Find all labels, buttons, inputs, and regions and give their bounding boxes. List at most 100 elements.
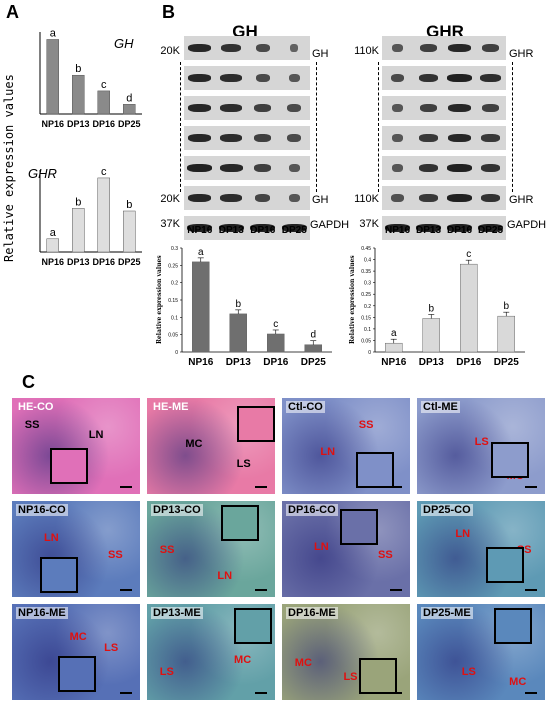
blot-band: [482, 44, 499, 52]
blot-band: [188, 104, 212, 112]
x-tick-label: NP16: [41, 257, 64, 267]
region-label: LN: [217, 570, 233, 583]
region-label: SS: [358, 419, 374, 432]
blot-band: [254, 104, 272, 112]
blot-ghr-ref-mw: 37K: [359, 218, 379, 230]
scale-bar: [525, 486, 537, 488]
bar: [97, 90, 110, 115]
bar: [192, 261, 210, 353]
x-tick-label: DP25: [118, 257, 141, 267]
scale-bar: [120, 589, 132, 591]
magnified-inset: [50, 447, 89, 484]
blot-band: [188, 194, 212, 202]
blot-strip: [382, 156, 506, 180]
significance-letter: c: [101, 166, 107, 178]
blot-ghr: GHR 110K GHR 110K GHR 37K GAPDH: [345, 18, 546, 243]
blot-band: [221, 44, 242, 52]
tile-label: DP13-CO: [151, 504, 203, 516]
scale-bar: [255, 692, 267, 694]
histology-tile: DP25-CO LN SS: [417, 501, 545, 597]
blot-band: [254, 164, 272, 172]
magnified-inset: [493, 607, 532, 644]
histology-tile: NP16-CO LN SS: [12, 501, 140, 597]
x-tick-label: DP25: [494, 357, 519, 368]
magnified-inset: [221, 504, 260, 541]
chart-ghr-relative: a NP16 b DP13 c DP16 b DP25 GHR: [28, 166, 142, 267]
blot-band: [287, 134, 302, 142]
blot-strip: [184, 216, 310, 240]
lane-label: DP13: [218, 225, 244, 236]
x-tick-label: DP13: [419, 357, 444, 368]
significance-letter: d: [126, 92, 132, 104]
blot-band: [220, 194, 243, 202]
tile-label: HE-CO: [18, 401, 54, 413]
region-label: LN: [320, 446, 336, 458]
tile-label: DP25-ME: [421, 607, 473, 619]
significance-letter: a: [50, 227, 57, 239]
blot-band: [392, 134, 403, 142]
panel-label-b: B: [162, 2, 175, 22]
significance-letter: b: [126, 199, 132, 211]
blot-band: [392, 164, 403, 172]
blot-band: [288, 74, 300, 82]
blot-strip: [184, 66, 310, 90]
blot-band: [220, 104, 243, 112]
blot-band: [448, 104, 471, 112]
panel-label-c: C: [22, 372, 35, 392]
blot-band: [287, 104, 302, 112]
magnified-inset: [358, 657, 397, 694]
blot-strip: [382, 36, 506, 60]
blot-band: [447, 164, 472, 172]
blot-ghr-bottom-band-label: GHR: [509, 194, 534, 206]
scale-bar: [255, 589, 267, 591]
blot-band: [448, 44, 471, 52]
blot-band: [255, 44, 270, 52]
x-tick-label: DP13: [67, 119, 90, 129]
blot-band: [220, 74, 243, 82]
histology-tile: NP16-ME MC LS: [12, 604, 140, 700]
y-tick-label: 0.25: [168, 263, 178, 269]
region-label: SS: [378, 549, 393, 561]
blot-band: [187, 224, 213, 232]
blot-band: [420, 44, 437, 52]
blot-gh-ref-mw: 37K: [160, 218, 180, 230]
lane-label: NP16: [384, 225, 410, 236]
tile-label: DP16-CO: [286, 504, 338, 516]
blot-band: [187, 164, 213, 172]
blot-strip: [382, 126, 506, 150]
blot-ghr-bottom-mw: 110K: [354, 193, 379, 205]
chart-gh-quant: 0 0.05 0.1 0.15 0.2 0.25 0.3 Relative expressio…: [156, 246, 332, 368]
blot-gh-bottom-band-label: GH: [312, 194, 329, 206]
blot-band: [188, 134, 212, 142]
blot-strip: [382, 96, 506, 120]
blot-band: [391, 194, 404, 202]
bar: [46, 238, 59, 253]
bar: [72, 74, 85, 115]
significance-letter: b: [75, 196, 81, 208]
region-label: MC: [234, 653, 252, 666]
blot-gh-dashes-left: [180, 62, 181, 192]
region-label: SS: [159, 544, 175, 557]
blot-band: [254, 134, 272, 142]
bar: [422, 318, 440, 353]
y-tick-label: 0.1: [364, 327, 371, 333]
region-label: LS: [343, 671, 358, 684]
bar: [123, 104, 136, 115]
bar: [304, 344, 322, 353]
blot-band: [481, 134, 500, 142]
blot-strip: [184, 36, 310, 60]
blot-strip: [382, 66, 506, 90]
blot-band: [419, 134, 438, 142]
tile-label: DP16-ME: [286, 607, 338, 619]
scale-bar: [120, 692, 132, 694]
blot-gh-image: [184, 36, 310, 240]
magnified-inset: [356, 451, 395, 488]
scale-bar: [390, 692, 402, 694]
blot-band: [188, 74, 212, 82]
blot-band: [478, 224, 503, 232]
y-axis-label: Relative expression values: [349, 255, 356, 344]
region-label: MC: [294, 656, 312, 669]
blot-band: [416, 224, 441, 232]
histology-tile: HE-CO SS LN: [12, 398, 140, 494]
bar: [46, 39, 59, 115]
